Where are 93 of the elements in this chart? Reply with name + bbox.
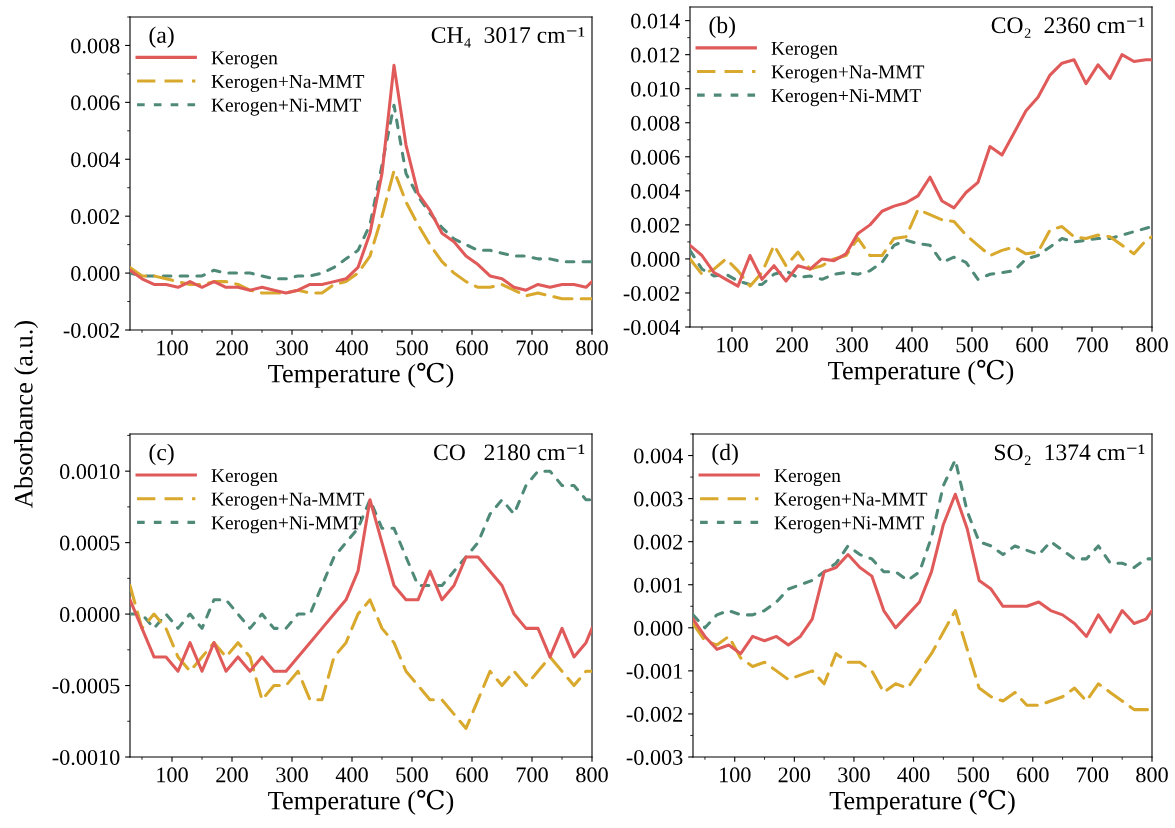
x-tick-label: 500: [957, 767, 989, 783]
y-tick-label: -0.002: [63, 322, 120, 339]
x-tick-label: 300: [276, 767, 308, 783]
x-tick-label: 400: [335, 340, 368, 356]
x-tick-label: 200: [216, 340, 248, 356]
y-tick-label: 0.012: [631, 47, 680, 63]
x-tick-label: 600: [456, 767, 488, 783]
legend-label: Kerogen: [774, 469, 841, 487]
line-series: [130, 583, 592, 730]
y-axis-title: Absorbance (a.u.): [14, 321, 39, 508]
legend-label: Kerogen: [211, 469, 278, 487]
y-tick-label: -0.004: [623, 319, 680, 336]
x-tick-label: 600: [1017, 767, 1049, 783]
y-tick-label: -0.001: [626, 663, 682, 679]
x-tick-label: 700: [516, 340, 548, 356]
y-tick-label: 0.000: [71, 266, 120, 282]
x-tick-label: 700: [1076, 337, 1108, 353]
x-axis-title: Temperature (℃): [829, 789, 1015, 815]
legend-label: Kerogen+Na-MMT: [211, 492, 365, 510]
x-tick-label: 400: [897, 767, 930, 783]
x-tick-label: 600: [1016, 337, 1048, 353]
x-tick-label: 800: [1136, 337, 1168, 353]
y-tick-label: 0.002: [634, 534, 683, 550]
legend-label: Kerogen+Na-MMT: [211, 75, 365, 93]
line-series: [130, 169, 592, 301]
x-tick-label: 200: [776, 337, 808, 353]
x-tick-label: 100: [717, 337, 748, 353]
line-series: [130, 469, 592, 630]
x-tick-label: 300: [276, 340, 308, 356]
x-tick-label: 800: [1136, 767, 1168, 783]
legend-label: Kerogen+Na-MMT: [774, 492, 928, 510]
legend-label: Kerogen: [771, 41, 838, 59]
x-tick-label: 600: [456, 340, 488, 356]
y-tick-label: 0.006: [631, 149, 680, 165]
y-tick-label: 0.004: [634, 448, 683, 464]
x-tick-label: 400: [895, 337, 928, 353]
annotation: (b): [709, 16, 735, 39]
line-series: [693, 609, 1152, 712]
line-series: [690, 225, 1152, 286]
annotation: CH₄ 3017 cm⁻¹: [431, 27, 585, 48]
x-tick-label: 300: [836, 337, 868, 353]
y-tick-label: 0.002: [631, 217, 680, 233]
x-tick-label: 700: [1077, 767, 1109, 783]
x-tick-label: 300: [838, 767, 870, 783]
legend-label: Kerogen+Na-MMT: [771, 65, 925, 83]
x-tick-label: 500: [396, 340, 428, 356]
y-tick-label: -0.003: [626, 749, 683, 766]
y-tick-label: 0.0000: [60, 607, 120, 623]
annotation: (c): [149, 443, 174, 466]
annotation: SO₂ 1374 cm⁻¹: [994, 444, 1145, 465]
y-tick-label: 0.001: [634, 577, 682, 593]
y-tick-label: 0.006: [71, 95, 120, 111]
x-tick-label: 200: [778, 767, 811, 783]
y-tick-label: 0.000: [634, 620, 683, 636]
y-tick-label: -0.0010: [52, 749, 120, 766]
x-tick-label: 400: [335, 767, 368, 783]
y-tick-label: -0.002: [626, 706, 683, 722]
y-tick-label: 0.002: [71, 209, 120, 225]
legend-label: Kerogen: [211, 51, 278, 69]
x-tick-label: 800: [576, 767, 608, 783]
x-tick-label: 100: [720, 767, 751, 783]
line-series: [693, 492, 1152, 656]
annotation: (d): [712, 443, 738, 466]
y-tick-label: 0.010: [631, 81, 680, 97]
legend-label: Kerogen+Ni-MMT: [771, 89, 921, 107]
x-axis-title: Temperature (℃): [268, 362, 454, 388]
x-axis-title: Temperature (℃): [268, 789, 454, 815]
y-tick-label: -0.002: [623, 285, 680, 301]
annotation: (a): [149, 26, 174, 48]
y-tick-label: 0.008: [71, 38, 120, 54]
y-tick-label: 0.0010: [60, 464, 120, 480]
legend-label: Kerogen+Ni-MMT: [774, 516, 924, 534]
line-series: [690, 208, 1152, 288]
x-axis-title: Temperature (℃): [828, 359, 1014, 385]
y-tick-label: 0.003: [634, 491, 683, 507]
x-tick-label: 500: [956, 337, 988, 353]
y-tick-label: 0.004: [71, 152, 120, 168]
x-tick-label: 500: [396, 767, 428, 783]
x-tick-label: 100: [157, 340, 188, 356]
x-tick-label: 200: [216, 767, 248, 783]
y-tick-label: 0.014: [631, 13, 680, 29]
y-tick-label: 0.004: [631, 183, 680, 199]
y-tick-label: -0.0005: [52, 678, 120, 694]
annotation: CO₂ 2360 cm⁻¹: [991, 17, 1145, 38]
legend-label: Kerogen+Ni-MMT: [211, 98, 361, 116]
x-tick-label: 100: [157, 767, 188, 783]
legend-label: Kerogen+Ni-MMT: [211, 516, 361, 534]
x-tick-label: 800: [576, 340, 608, 356]
x-tick-label: 700: [516, 767, 548, 783]
y-tick-label: 0.008: [631, 115, 680, 131]
y-tick-label: 0.000: [631, 251, 680, 267]
annotation: CO 2180 cm⁻¹: [434, 444, 585, 461]
y-tick-label: 0.0005: [60, 535, 120, 551]
